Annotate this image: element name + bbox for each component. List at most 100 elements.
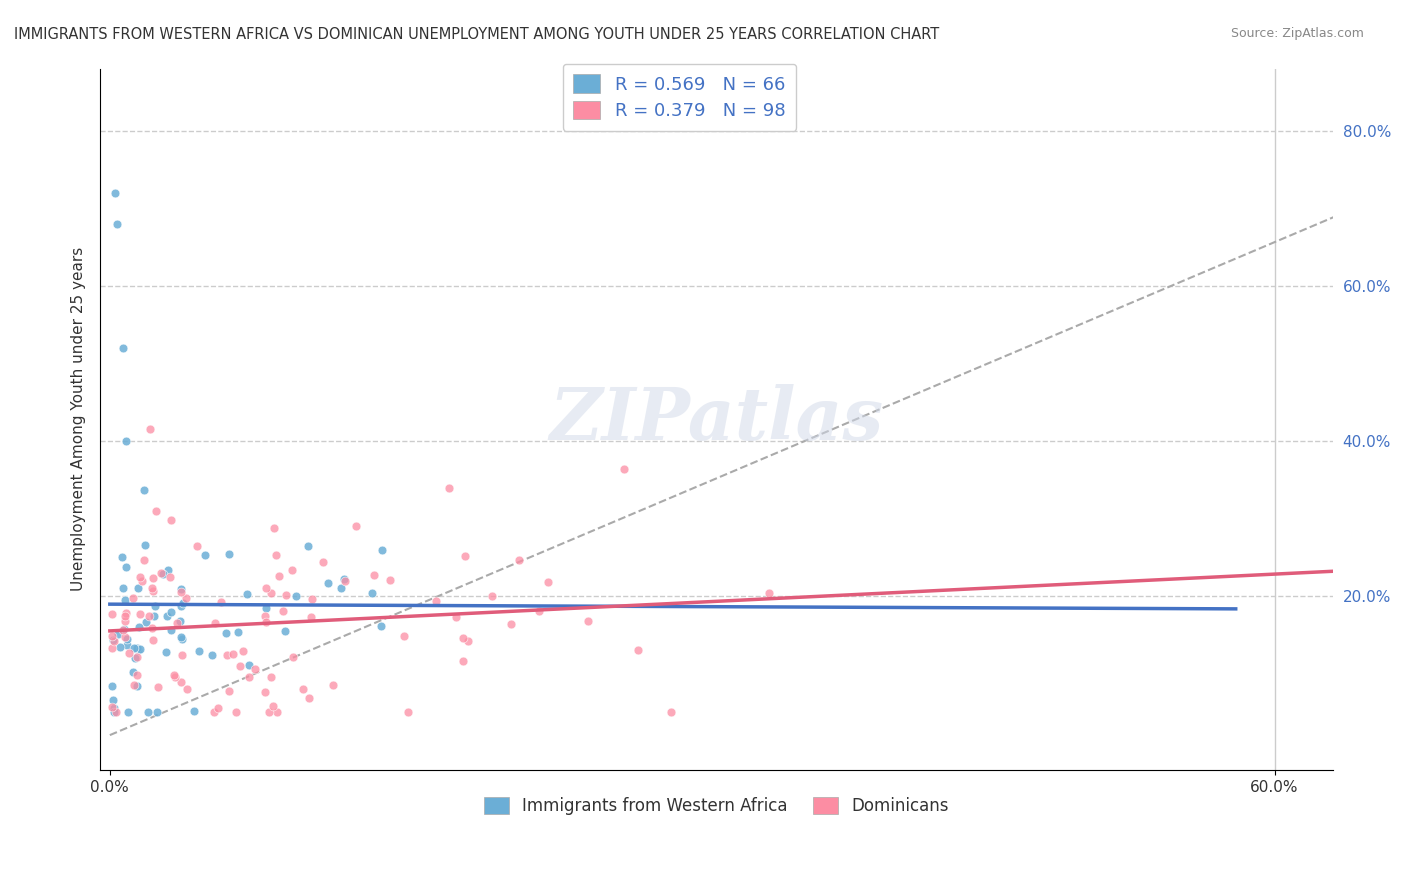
Point <box>627 643 650 657</box>
Point <box>260 670 283 684</box>
Point <box>156 563 179 577</box>
Point <box>128 619 150 633</box>
Point <box>299 610 322 624</box>
Point <box>332 572 354 586</box>
Point <box>142 608 165 623</box>
Point <box>254 601 277 615</box>
Point <box>312 555 335 569</box>
Point <box>215 648 238 662</box>
Point <box>204 616 226 631</box>
Point <box>115 606 138 620</box>
Point <box>425 594 447 608</box>
Point <box>437 481 460 495</box>
Point <box>105 705 128 719</box>
Point <box>129 641 152 656</box>
Point <box>260 586 283 600</box>
Point <box>115 632 138 647</box>
Point <box>451 631 474 645</box>
Point <box>537 575 560 590</box>
Point <box>114 593 136 607</box>
Point <box>758 585 780 599</box>
Point <box>129 607 152 621</box>
Point <box>145 504 167 518</box>
Point <box>159 605 181 619</box>
Point <box>316 576 339 591</box>
Point <box>232 644 254 658</box>
Point <box>396 705 419 719</box>
Point <box>125 679 148 693</box>
Point <box>172 632 194 647</box>
Point <box>103 633 125 648</box>
Point <box>183 704 205 718</box>
Point <box>142 583 165 598</box>
Point <box>138 608 160 623</box>
Point <box>254 581 277 595</box>
Point <box>170 648 193 662</box>
Point <box>201 648 224 662</box>
Point <box>131 574 153 589</box>
Point <box>266 705 288 719</box>
Point <box>132 483 155 497</box>
Point <box>169 615 191 629</box>
Point <box>236 587 259 601</box>
Point <box>253 685 276 699</box>
Point <box>107 626 129 640</box>
Point <box>127 582 149 596</box>
Point <box>226 625 249 640</box>
Point <box>392 628 415 642</box>
Point <box>481 589 503 603</box>
Point <box>243 662 266 676</box>
Point <box>166 615 188 630</box>
Point <box>301 591 323 606</box>
Point <box>202 705 225 719</box>
Point <box>155 644 177 658</box>
Point <box>111 341 134 355</box>
Point <box>117 646 139 660</box>
Point <box>160 513 183 527</box>
Y-axis label: Unemployment Among Youth under 25 years: Unemployment Among Youth under 25 years <box>72 247 86 591</box>
Point <box>150 566 173 581</box>
Point <box>111 581 134 595</box>
Point <box>262 699 284 714</box>
Point <box>188 644 211 658</box>
Point <box>576 614 599 628</box>
Point <box>142 633 165 648</box>
Point <box>146 705 169 719</box>
Point <box>329 582 352 596</box>
Text: IMMIGRANTS FROM WESTERN AFRICA VS DOMINICAN UNEMPLOYMENT AMONG YOUTH UNDER 25 YE: IMMIGRANTS FROM WESTERN AFRICA VS DOMINI… <box>14 27 939 42</box>
Point <box>225 705 247 719</box>
Point <box>172 596 194 610</box>
Point <box>156 609 179 624</box>
Point <box>659 705 682 719</box>
Point <box>159 569 181 583</box>
Point <box>273 624 295 638</box>
Point <box>141 621 163 635</box>
Legend: Immigrants from Western Africa, Dominicans: Immigrants from Western Africa, Dominica… <box>474 787 959 825</box>
Point <box>297 539 319 553</box>
Point <box>128 570 150 584</box>
Point <box>207 700 229 714</box>
Point <box>292 681 315 696</box>
Point <box>135 615 157 629</box>
Point <box>451 654 474 668</box>
Point <box>169 630 191 644</box>
Point <box>114 630 136 644</box>
Point <box>281 650 304 665</box>
Point <box>100 641 122 656</box>
Point <box>333 574 356 589</box>
Point <box>114 609 136 624</box>
Point <box>170 582 193 596</box>
Point <box>105 217 128 231</box>
Point <box>170 585 193 599</box>
Point <box>209 595 232 609</box>
Point <box>152 567 174 582</box>
Point <box>132 553 155 567</box>
Point <box>124 641 146 656</box>
Point <box>125 641 148 656</box>
Point <box>170 675 193 690</box>
Text: Source: ZipAtlas.com: Source: ZipAtlas.com <box>1230 27 1364 40</box>
Point <box>444 610 467 624</box>
Point <box>176 681 198 696</box>
Point <box>127 668 149 682</box>
Point <box>194 548 217 562</box>
